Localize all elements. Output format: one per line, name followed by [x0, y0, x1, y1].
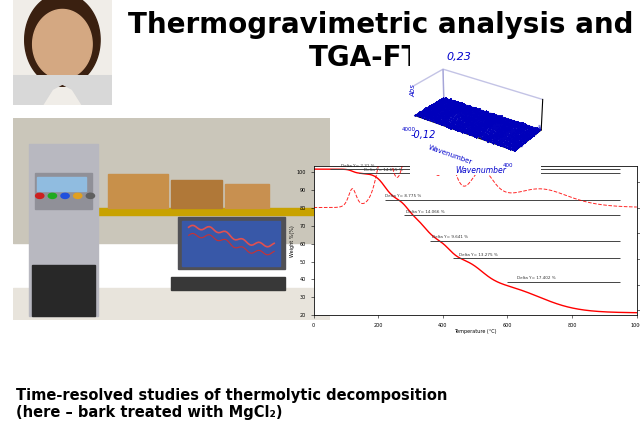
Y-axis label: Weight %(%): Weight %(%): [290, 225, 295, 257]
Bar: [225, 184, 269, 208]
Bar: [177, 217, 285, 269]
Bar: [29, 145, 99, 316]
Text: Delta Y= 2.31 %: Delta Y= 2.31 %: [341, 164, 374, 168]
Circle shape: [48, 193, 56, 198]
X-axis label: Wavenumber: Wavenumber: [427, 145, 473, 166]
Bar: [172, 277, 285, 290]
Text: Delta Y= 8.775 %: Delta Y= 8.775 %: [385, 194, 421, 198]
Text: Time-resolved studies of thermolytic decomposition
(here – bark treated with MgC: Time-resolved studies of thermolytic dec…: [16, 388, 447, 420]
Polygon shape: [13, 76, 112, 105]
Circle shape: [61, 193, 69, 198]
Text: Delta Y= 13.275 %: Delta Y= 13.275 %: [459, 253, 498, 257]
Bar: [36, 177, 86, 191]
Bar: [35, 173, 92, 209]
Bar: [13, 287, 330, 320]
Bar: [108, 173, 168, 208]
X-axis label: Temperature (°C): Temperature (°C): [454, 329, 497, 334]
Text: -0,12: -0,12: [411, 131, 436, 141]
Text: Abs: Abs: [411, 85, 417, 97]
Polygon shape: [25, 0, 100, 86]
Text: Delta Y= 14.655 %: Delta Y= 14.655 %: [364, 168, 403, 172]
Text: Delta Y= 14.066 %: Delta Y= 14.066 %: [406, 210, 444, 214]
Text: 0,23: 0,23: [446, 52, 471, 62]
Bar: [99, 208, 330, 215]
Bar: [182, 221, 280, 266]
Text: Delta Y= 17.402 %: Delta Y= 17.402 %: [517, 276, 556, 280]
Circle shape: [74, 193, 82, 198]
Circle shape: [36, 193, 44, 198]
Polygon shape: [33, 10, 92, 79]
Text: Wavenumber: Wavenumber: [456, 166, 506, 175]
Text: Delta Y= 9.641 %: Delta Y= 9.641 %: [431, 235, 467, 239]
Bar: [13, 118, 330, 243]
Bar: [172, 180, 222, 208]
Bar: [32, 265, 95, 316]
Text: Thermogravimetric analysis and
TGA-FTIR: Thermogravimetric analysis and TGA-FTIR: [128, 11, 634, 72]
Circle shape: [86, 193, 95, 198]
